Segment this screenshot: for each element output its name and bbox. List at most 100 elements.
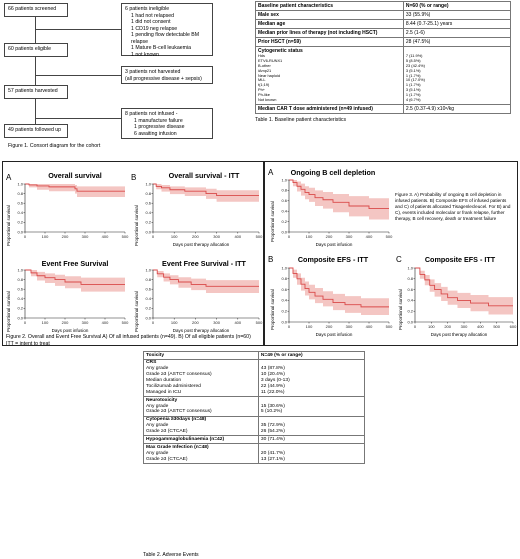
y-tick-label: 0.0	[145, 229, 151, 234]
baseline-table: Baseline patient characteristics N=60 (%…	[255, 1, 512, 124]
x-tick-label: 0	[288, 234, 291, 239]
row-label: Median CAR T dose administered (n=49 inf…	[255, 103, 404, 114]
consort-ineligible-item: 1 did not consent	[131, 19, 171, 25]
x-tick-label: 300	[461, 324, 468, 329]
cyto-value: 7 (11.9%)	[405, 53, 423, 58]
y-tick-label: 0.4	[145, 210, 151, 215]
cyto-label: B-other	[258, 62, 271, 68]
row-label: Managed in ICU	[146, 389, 182, 395]
x-axis-label: Days post infusion	[315, 242, 353, 247]
y-tick-label: 1.0	[17, 181, 23, 186]
row-value: 11 (22.0%)	[260, 389, 285, 395]
row-value: 28 (47.5%)	[402, 37, 512, 47]
table-row: Prior HSCT (n=59) 28 (47.5%)	[255, 37, 512, 47]
cyto-value: 3 (5.1%)	[405, 67, 421, 73]
row-value: 3 days (0-13)	[260, 378, 290, 383]
cyto-label: ETV6-RUNX1	[258, 57, 283, 63]
table-row: Cytogenetic status Hds ETV6-RUNX1 B-othe…	[255, 46, 512, 105]
row-label: Median age	[255, 19, 404, 29]
adverse-events-table: Toxicity N=49 (% or range) CRS Any grade…	[143, 351, 366, 464]
x-tick-label: 300	[213, 234, 220, 239]
y-tick-label: 0.2	[17, 220, 23, 225]
y-tick-label: 0.4	[17, 210, 23, 215]
figure1-caption: Figure 1. Consort diagram for the cohort	[8, 143, 101, 149]
y-tick-label: 0.2	[281, 309, 287, 314]
consort-not-infused-item: 1 progressive disease	[134, 124, 185, 130]
y-tick-label: 0.6	[17, 287, 23, 292]
row-label: Any grade	[146, 450, 169, 456]
x-tick-label: 400	[234, 234, 241, 239]
y-tick-label: 1.0	[407, 265, 413, 270]
y-tick-label: 0.6	[281, 198, 287, 203]
table-row: Max Grade Infection (n=48) Any grade Gra…	[143, 443, 366, 464]
y-tick-label: 0.2	[281, 219, 287, 224]
figure3-caption: Figure 3. A) Probability of ongoing B ce…	[395, 192, 511, 221]
y-tick-label: 0.8	[145, 277, 151, 282]
table-header-cell: N=60 (% or range)	[402, 1, 512, 11]
row-value: 33 (55.9%)	[402, 10, 512, 20]
x-tick-label: 0	[288, 324, 291, 329]
table-header: Baseline patient characteristics N=60 (%…	[255, 1, 512, 11]
row-label: Prior HSCT (n=59)	[255, 37, 404, 47]
cyto-value: 5 (8.5%)	[405, 57, 421, 63]
table-header-cell: Toxicity	[143, 351, 259, 360]
consort-followed-box: 49 patients followed up	[4, 124, 68, 138]
y-tick-label: 0.0	[281, 229, 287, 234]
y-tick-label: 0.8	[281, 188, 287, 193]
y-tick-label: 1.0	[145, 181, 151, 186]
cytogenetic-title: Cytogenetic status	[258, 48, 303, 54]
panel-letter: A	[6, 173, 12, 182]
y-tick-label: 0.2	[145, 306, 151, 311]
table-row: Male sex 33 (55.9%)	[255, 10, 512, 20]
row-label: Any grade	[146, 423, 169, 429]
table2-caption: Table 2. Adverse Events	[143, 552, 199, 558]
row-value: 30 (71.4%)	[257, 435, 366, 445]
consort-eligible: 60 patients eligible	[8, 46, 51, 52]
row-label: Any grade	[146, 403, 169, 409]
x-tick-label: 400	[366, 234, 373, 239]
section-title: Cytopenia ≥30days (n=48)	[146, 417, 207, 423]
row-label: Any grade	[146, 366, 169, 372]
row-value: 2.5 (1-6)	[402, 28, 512, 38]
x-tick-label: 100	[306, 234, 313, 239]
x-tick-label: 500	[256, 320, 263, 325]
x-tick-label: 0	[152, 234, 155, 239]
x-tick-label: 100	[306, 324, 313, 329]
y-tick-label: 0.4	[145, 296, 151, 301]
cyto-label: MLL	[258, 77, 266, 83]
survival-curve	[153, 269, 259, 287]
row-value: 10 (20.4%)	[260, 372, 285, 378]
chart-title: Overall survival	[48, 171, 102, 180]
table-header: Toxicity N=49 (% or range)	[143, 351, 366, 360]
table1-caption: Table 1. Baseline patient characteristic…	[255, 116, 347, 123]
cyto-value: 1 (1.7%)	[405, 92, 421, 97]
consort-ineligible-item: 1 had not relapsed	[131, 12, 174, 19]
y-tick-label: 1.0	[145, 267, 151, 272]
y-tick-label: 0.4	[17, 296, 23, 301]
cyto-label: t(1;19)	[258, 82, 270, 88]
chart-efs: 0.0 0.2 0.4 0.6 0.8 1.0 0 100 200 300 400 500	[17, 267, 129, 325]
cyto-value: 23 (42.4%)	[405, 62, 425, 68]
consort-not-harvested-title: 3 patients not harvested	[125, 69, 181, 75]
table-row: Median age 8.44 (0.7-25.1) years	[255, 19, 512, 29]
consort-connector	[35, 118, 121, 119]
y-tick-label: 0.4	[281, 298, 287, 303]
y-tick-label: 0.6	[281, 287, 287, 292]
row-label: Tocilizumab administered	[146, 383, 201, 389]
x-axis-label: Days post therapy allocation	[172, 242, 230, 247]
consort-screened-box: 66 patients screened	[4, 3, 68, 17]
cyto-value: 3 (5.1%)	[405, 87, 421, 93]
cyto-label: Near haploid	[258, 72, 281, 78]
x-tick-label: 0	[24, 320, 27, 325]
y-tick-label: 0.6	[145, 201, 151, 206]
consort-not-infused-item: 1 manufacture failure	[134, 117, 183, 124]
table-header-cell: N=49 (% or range)	[257, 351, 366, 360]
chart-title: Event Free Survival	[41, 259, 109, 268]
row-label: Male sex	[255, 10, 404, 20]
table-row: Median CAR T dose administered (n=49 inf…	[255, 103, 512, 114]
panel-letter: B	[131, 173, 137, 182]
consort-not-infused-item: 6 awaiting infusion	[134, 130, 177, 137]
panel-letter: A	[268, 168, 274, 177]
y-tick-label: 0.0	[17, 315, 23, 320]
y-tick-label: 0.8	[17, 277, 23, 282]
